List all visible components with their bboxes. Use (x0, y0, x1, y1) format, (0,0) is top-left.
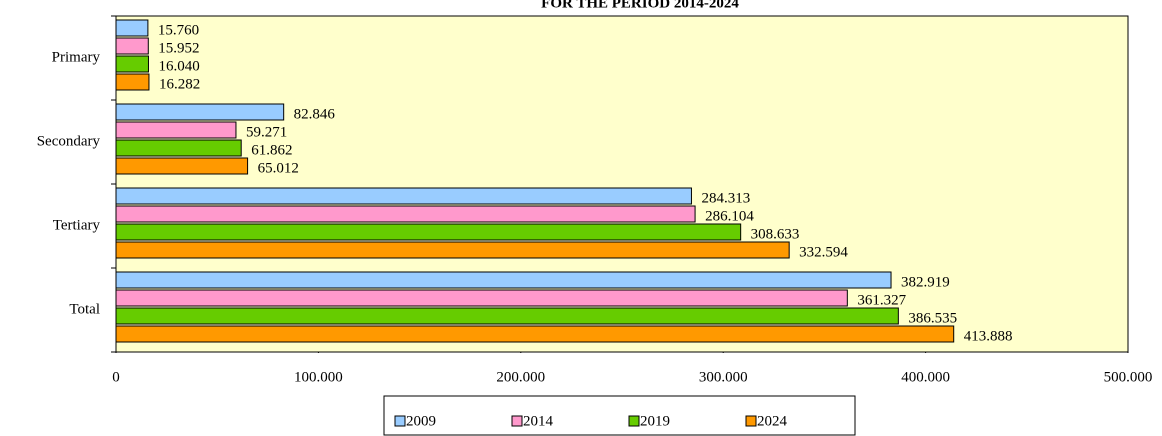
value-label: 16.282 (159, 76, 200, 92)
y-tick-label: Primary (52, 49, 101, 65)
value-label: 308.633 (751, 226, 800, 242)
legend-swatch (394, 415, 406, 427)
bar (115, 55, 149, 73)
y-tick-label: Secondary (37, 133, 101, 149)
value-label: 361.327 (857, 292, 906, 308)
value-label: 59.271 (246, 124, 287, 140)
value-label: 386.535 (908, 310, 957, 326)
bar (115, 223, 742, 241)
bar (115, 241, 790, 259)
legend-swatch (628, 415, 640, 427)
bar (115, 73, 150, 91)
value-label: 61.862 (251, 142, 292, 158)
legend-label: 2019 (640, 413, 670, 429)
legend-box (383, 395, 856, 436)
value-label: 15.760 (158, 22, 199, 38)
bar (115, 121, 237, 139)
x-tick-label: 200.000 (496, 369, 545, 385)
bar (115, 289, 848, 307)
bar (115, 325, 955, 343)
bar (115, 307, 899, 325)
x-tick-label: 100.000 (294, 369, 343, 385)
bar (115, 139, 242, 157)
y-tick-label: Tertiary (53, 217, 101, 233)
legend-label: 2014 (523, 413, 554, 429)
legend-swatch (511, 415, 523, 427)
bar (115, 37, 149, 55)
value-label: 16.040 (158, 58, 199, 74)
x-tick-label: 0 (112, 369, 120, 385)
value-label: 82.846 (294, 106, 336, 122)
bar (115, 19, 149, 37)
value-label: 286.104 (705, 208, 754, 224)
y-tick-label: Total (69, 301, 100, 317)
x-tick-label: 500.000 (1104, 369, 1153, 385)
value-label: 15.952 (158, 40, 199, 56)
bar (115, 187, 692, 205)
bar (115, 271, 892, 289)
value-label: 382.919 (901, 274, 950, 290)
legend-label: 2024 (757, 413, 788, 429)
bar (115, 157, 249, 175)
x-tick-label: 300.000 (699, 369, 748, 385)
bar (115, 103, 285, 121)
legend-swatch (745, 415, 757, 427)
value-label: 65.012 (258, 160, 299, 176)
value-label: 413.888 (964, 328, 1013, 344)
bar (115, 205, 696, 223)
value-label: 284.313 (701, 190, 750, 206)
value-label: 332.594 (799, 244, 848, 260)
chart-title: FOR THE PERIOD 2014-2024 (541, 0, 739, 11)
x-tick-label: 400.000 (901, 369, 950, 385)
legend-label: 2009 (406, 413, 436, 429)
